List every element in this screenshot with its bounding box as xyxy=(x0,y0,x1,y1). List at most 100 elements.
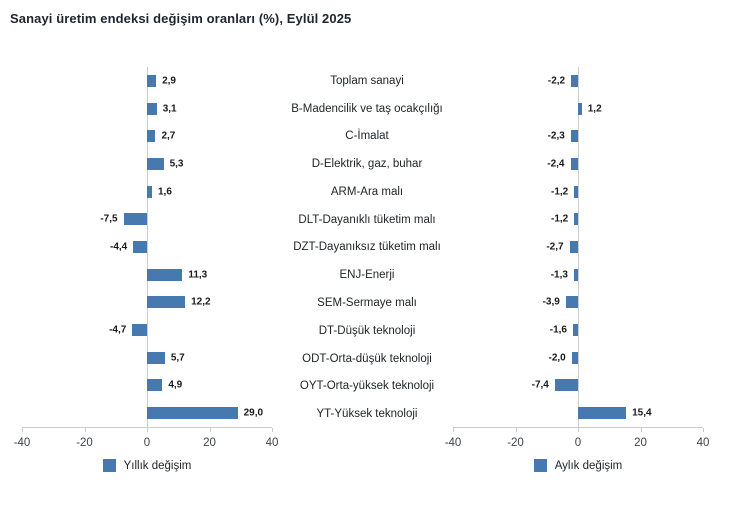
data-bar[interactable] xyxy=(147,268,183,281)
axis-tick-mark xyxy=(578,428,579,432)
bar-row: -1,3 xyxy=(453,261,703,289)
value-label: -2,7 xyxy=(546,241,564,253)
value-label: 2,7 xyxy=(161,130,176,142)
data-bar[interactable] xyxy=(147,185,152,198)
category-label: DZT-Dayanıksız tüketim malı xyxy=(293,241,441,254)
legend-monthly-change[interactable]: Aylık değişim xyxy=(453,459,703,472)
axis-tick-mark xyxy=(22,428,23,432)
data-bar[interactable] xyxy=(571,351,578,364)
value-label: 2,9 xyxy=(162,75,176,87)
value-label: -7,5 xyxy=(100,213,118,225)
data-bar[interactable] xyxy=(574,213,578,226)
value-label: 15,4 xyxy=(632,407,652,419)
value-label: 5,3 xyxy=(169,158,184,170)
axis-tick-label: 20 xyxy=(634,437,647,449)
data-bar[interactable] xyxy=(147,351,165,364)
axis-tick-mark xyxy=(84,428,86,432)
category-label: ODT-Orta-düşük teknoloji xyxy=(302,352,432,365)
value-label: -4,7 xyxy=(109,324,127,336)
legend-swatch-icon xyxy=(533,459,547,472)
data-bar[interactable] xyxy=(123,213,147,226)
data-bar[interactable] xyxy=(570,130,578,143)
data-bar[interactable] xyxy=(578,102,582,115)
category-labels-column: Toplam sanayi B-Madencilik ve taş ocakçıl… xyxy=(273,67,461,428)
category-label: DLT-Dayanıklı tüketim malı xyxy=(298,213,436,226)
value-label: -3,9 xyxy=(542,296,560,308)
annual-change-plot: 2,9 3,1 2,7 5,3 1,6 -7,5 -4,4 11,3 12,2 -4,7 5,7 4,… xyxy=(22,67,273,432)
data-bar[interactable] xyxy=(147,379,163,392)
axis-tick-mark xyxy=(147,428,148,432)
data-bar[interactable] xyxy=(147,74,157,87)
axis-tick-mark xyxy=(515,428,517,432)
axis-tick-label: -40 xyxy=(444,437,462,449)
bar-row: 11,3 xyxy=(22,261,272,289)
value-label: -1,2 xyxy=(551,213,569,225)
bar-row: 2,9 xyxy=(22,67,272,95)
category-label: YT-Yüksek teknoloji xyxy=(316,408,418,421)
data-bar[interactable] xyxy=(565,296,578,309)
data-bar[interactable] xyxy=(573,324,578,337)
category-label: ENJ-Enerji xyxy=(339,269,395,282)
legend-label: Yıllık değişim xyxy=(123,459,192,472)
axis-tick-label: 20 xyxy=(203,437,216,449)
value-label: 1,6 xyxy=(158,186,172,198)
bar-row: -7,5 xyxy=(22,205,272,233)
data-bar[interactable] xyxy=(569,240,578,253)
bar-row: 4,9 xyxy=(22,372,272,400)
bar-row: 15,4 xyxy=(453,399,703,427)
data-bar[interactable] xyxy=(147,296,186,309)
legend-swatch-icon xyxy=(102,459,116,472)
bar-row: -2,3 xyxy=(453,122,703,150)
data-bar[interactable] xyxy=(147,102,157,115)
value-label: -2,0 xyxy=(548,352,566,364)
value-label: 12,2 xyxy=(191,296,211,308)
value-label: -1,6 xyxy=(549,324,567,336)
value-label: -1,2 xyxy=(551,186,569,198)
axis-tick-label: -20 xyxy=(507,437,524,449)
data-bar[interactable] xyxy=(147,130,156,143)
axis-tick-mark xyxy=(703,428,704,432)
data-bar[interactable] xyxy=(147,407,238,420)
bar-row: 3,1 xyxy=(22,95,272,123)
bar-row: -4,4 xyxy=(22,233,272,261)
data-bar[interactable] xyxy=(132,324,147,337)
data-bar[interactable] xyxy=(147,157,164,170)
category-label: C-İmalat xyxy=(345,130,389,143)
bar-row: -1,6 xyxy=(453,316,703,344)
value-label: -2,2 xyxy=(547,75,566,87)
legend-annual-change[interactable]: Yıllık değişim xyxy=(22,459,272,472)
data-bar[interactable] xyxy=(573,268,578,281)
value-label: -1,3 xyxy=(550,269,568,281)
bar-row: 2,7 xyxy=(22,122,272,150)
value-label: -2,3 xyxy=(547,130,565,142)
value-label: -2,4 xyxy=(547,158,565,170)
bar-row: 1,6 xyxy=(22,178,272,206)
bar-row: 12,2 xyxy=(22,289,272,317)
monthly-x-axis-ticks: -40 -20 0 20 40 xyxy=(445,437,710,451)
value-label: 11,3 xyxy=(188,269,208,281)
value-label: -7,4 xyxy=(531,379,549,391)
data-bar[interactable] xyxy=(578,407,627,420)
data-bar[interactable] xyxy=(554,379,578,392)
bar-row: -2,2 xyxy=(453,67,703,95)
category-label: B-Madencilik ve taş ocakçılığı xyxy=(291,102,443,115)
axis-tick-label: 40 xyxy=(696,437,710,449)
value-label: 29,0 xyxy=(243,407,264,419)
value-label: 1,2 xyxy=(587,103,602,115)
axis-tick-mark xyxy=(272,428,273,432)
data-bar[interactable] xyxy=(571,74,578,87)
data-bar[interactable] xyxy=(133,240,147,253)
bar-row: -3,9 xyxy=(453,289,703,317)
value-label: 3,1 xyxy=(162,103,177,115)
value-label: -4,4 xyxy=(110,241,128,253)
category-label: ARM-Ara malı xyxy=(330,185,404,198)
data-bar[interactable] xyxy=(574,185,578,198)
zero-axis-line xyxy=(147,67,148,427)
axis-tick-label: 0 xyxy=(574,437,582,449)
category-label: DT-Düşük teknoloji xyxy=(318,324,416,337)
category-label: OYT-Orta-yüksek teknoloji xyxy=(299,380,435,393)
monthly-bars-container: -2,2 1,2 -2,3 -2,4 -1,2 -1,2 -2,7 -1,3 -3,9 -1,6 -… xyxy=(453,67,703,427)
axis-tick-label: 40 xyxy=(265,437,279,449)
data-bar[interactable] xyxy=(570,157,578,170)
bar-row: 1,2 xyxy=(453,95,703,123)
